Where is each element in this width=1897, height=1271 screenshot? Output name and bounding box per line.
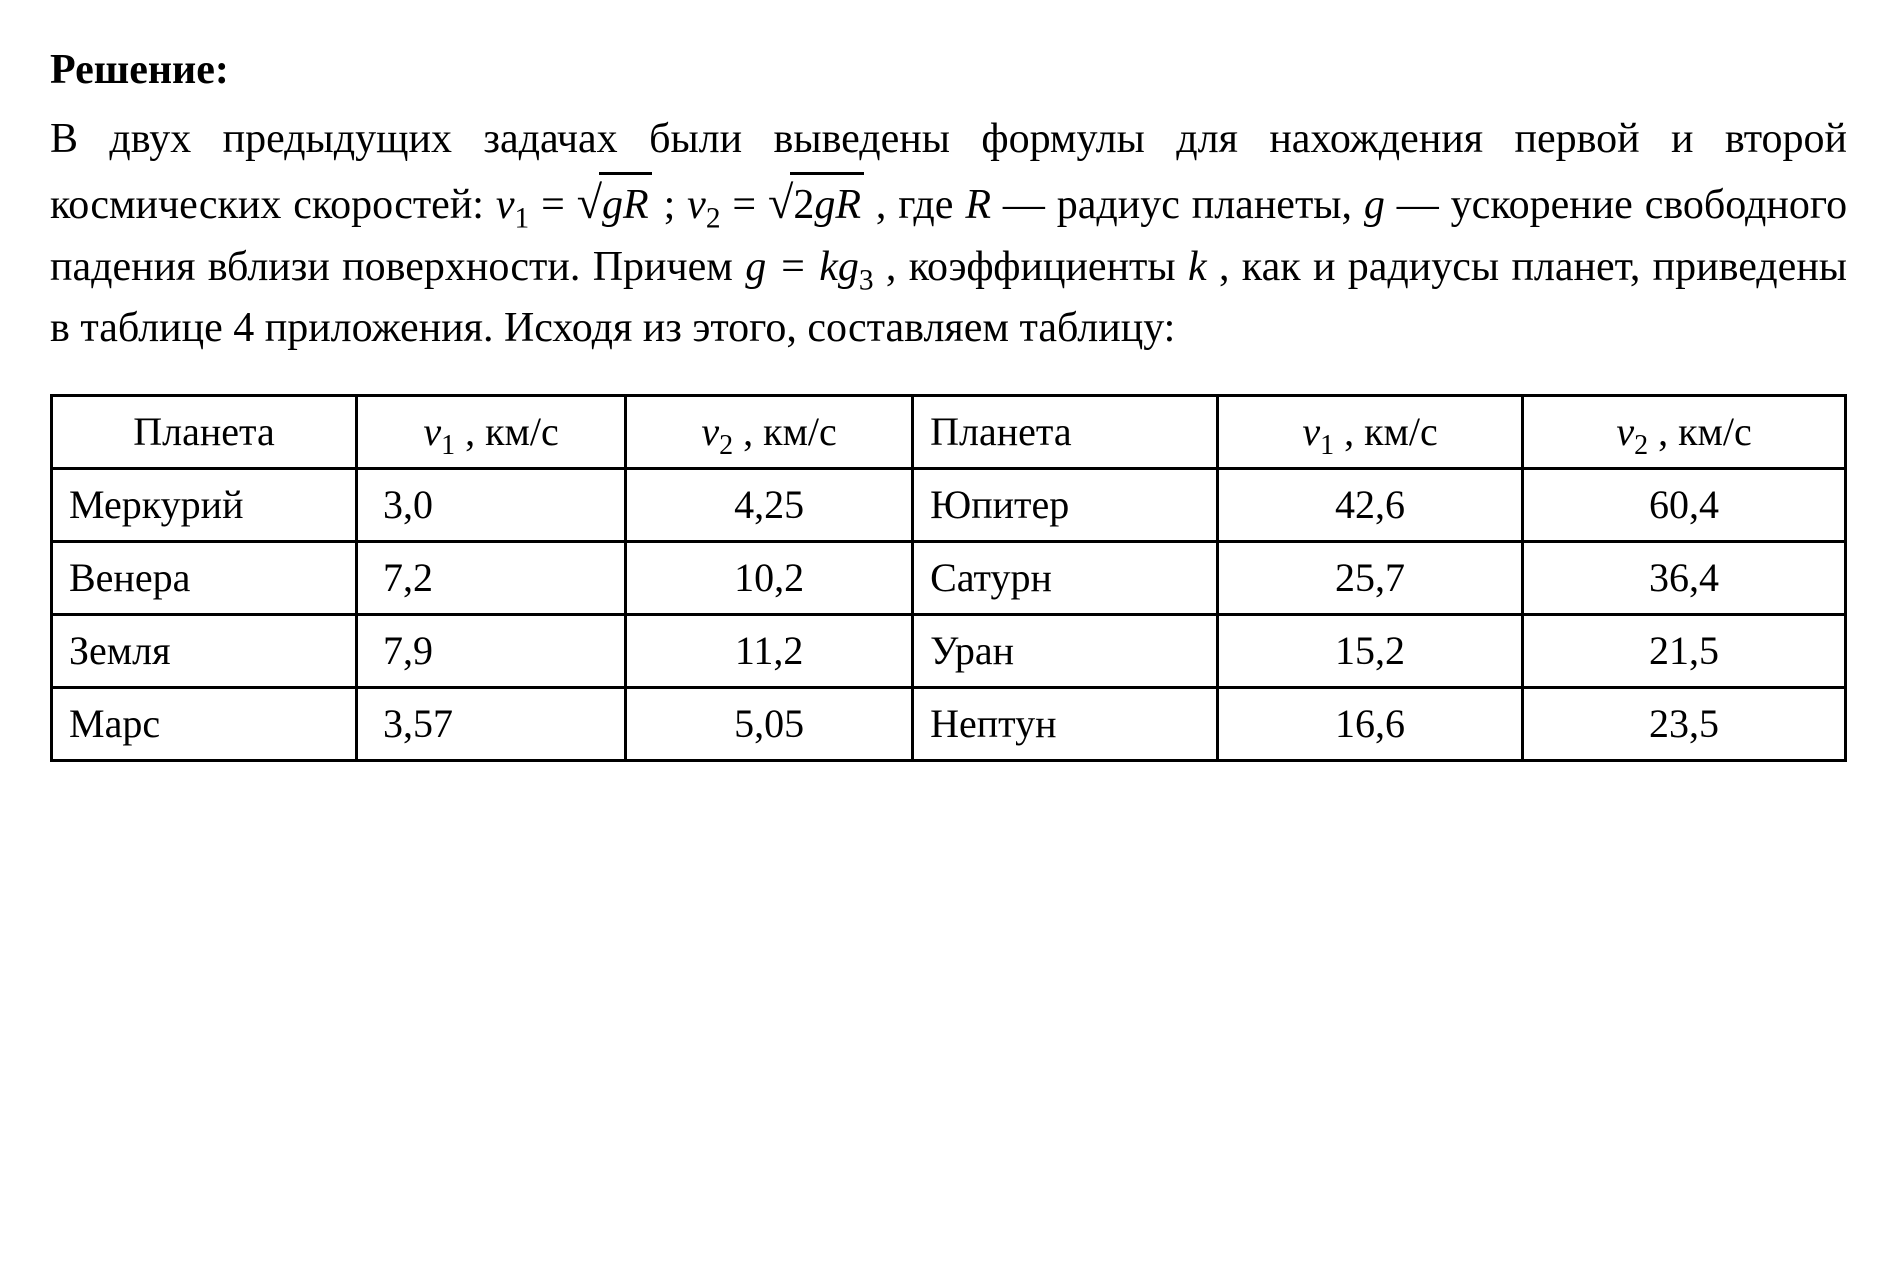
v-sym: v	[423, 409, 441, 454]
sqrt-gR: √gR	[577, 170, 652, 237]
cell-v2: 5,05	[626, 687, 913, 760]
cell-planet: Сатурн	[913, 541, 1218, 614]
table-row: Венера 7,2 10,2 Сатурн 25,7 36,4	[52, 541, 1846, 614]
cell-v2: 23,5	[1523, 687, 1846, 760]
sub-1: 1	[1320, 430, 1334, 461]
solution-heading: Решение:	[50, 40, 1847, 101]
header-v1-1: v1 , км/с	[356, 395, 625, 468]
semicolon: ;	[664, 182, 688, 228]
cell-planet: Венера	[52, 541, 357, 614]
text-segment: — радиус планеты,	[1003, 182, 1364, 228]
unit: , км/с	[1334, 409, 1438, 454]
cell-planet: Нептун	[913, 687, 1218, 760]
text-segment: , где	[876, 182, 965, 228]
equals-sign: =	[541, 182, 577, 228]
header-v2-1: v2 , км/с	[626, 395, 913, 468]
header-v1-2: v1 , км/с	[1218, 395, 1523, 468]
equals-sign: =	[732, 182, 768, 228]
solution-paragraph: В двух предыдущих задачах были выведены …	[50, 109, 1847, 359]
cell-v1: 15,2	[1218, 614, 1523, 687]
k-symbol: k	[1188, 244, 1207, 290]
cell-v1: 3,0	[356, 468, 625, 541]
g-eq-kg3: g = kg	[745, 244, 859, 290]
header-planet-1: Планета	[52, 395, 357, 468]
table-body: Меркурий 3,0 4,25 Юпитер 42,6 60,4 Венер…	[52, 468, 1846, 760]
cell-v1: 7,9	[356, 614, 625, 687]
unit: , км/с	[1648, 409, 1752, 454]
sub-2: 2	[1634, 430, 1648, 461]
v2-symbol: v	[687, 182, 706, 228]
table-row: Марс 3,57 5,05 Нептун 16,6 23,5	[52, 687, 1846, 760]
v-sym: v	[1302, 409, 1320, 454]
R-symbol: R	[965, 182, 991, 228]
cell-v1: 25,7	[1218, 541, 1523, 614]
v-sym: v	[701, 409, 719, 454]
v-sym: v	[1616, 409, 1634, 454]
cell-v2: 10,2	[626, 541, 913, 614]
cell-v2: 21,5	[1523, 614, 1846, 687]
cell-v1: 7,2	[356, 541, 625, 614]
table-row: Меркурий 3,0 4,25 Юпитер 42,6 60,4	[52, 468, 1846, 541]
table-header-row: Планета v1 , км/с v2 , км/с Планета v1 ,…	[52, 395, 1846, 468]
sub-2: 2	[719, 430, 733, 461]
sub-1: 1	[441, 430, 455, 461]
unit: , км/с	[733, 409, 837, 454]
sqrt-2gR-content: 2gR	[793, 182, 861, 228]
velocities-table: Планета v1 , км/с v2 , км/с Планета v1 ,…	[50, 394, 1847, 762]
header-v2-2: v2 , км/с	[1523, 395, 1846, 468]
g-symbol: g	[1364, 182, 1385, 228]
table-row: Земля 7,9 11,2 Уран 15,2 21,5	[52, 614, 1846, 687]
cell-planet: Уран	[913, 614, 1218, 687]
cell-planet: Марс	[52, 687, 357, 760]
g3-subscript: 3	[859, 264, 874, 296]
cell-planet: Земля	[52, 614, 357, 687]
sqrt-2gR: √2gR	[768, 170, 864, 237]
cell-v1: 42,6	[1218, 468, 1523, 541]
g-eq-text: g = kg	[745, 244, 859, 290]
cell-planet: Меркурий	[52, 468, 357, 541]
cell-v1: 3,57	[356, 687, 625, 760]
cell-v2: 36,4	[1523, 541, 1846, 614]
v1-subscript: 1	[515, 202, 530, 234]
cell-v1: 16,6	[1218, 687, 1523, 760]
unit: , км/с	[455, 409, 559, 454]
header-planet-2: Планета	[913, 395, 1218, 468]
sqrt-gR-content: gR	[602, 182, 649, 228]
cell-planet: Юпитер	[913, 468, 1218, 541]
cell-v2: 60,4	[1523, 468, 1846, 541]
cell-v2: 4,25	[626, 468, 913, 541]
text-segment: , коэффициенты	[886, 244, 1188, 290]
cell-v2: 11,2	[626, 614, 913, 687]
v1-symbol: v	[496, 182, 515, 228]
v2-subscript: 2	[706, 202, 721, 234]
